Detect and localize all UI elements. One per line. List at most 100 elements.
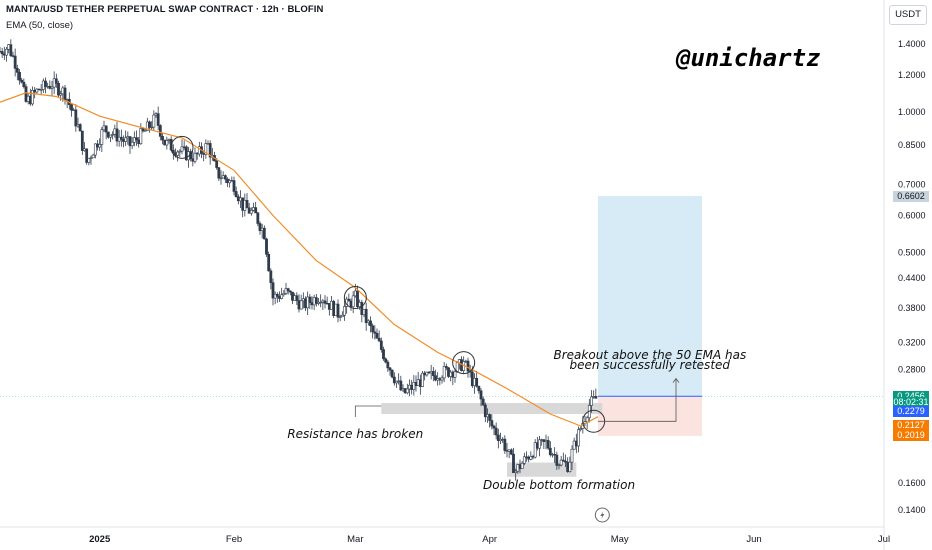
x-tick-label: Jun xyxy=(746,534,761,545)
candle-body xyxy=(15,68,19,73)
chart-annotation: Resistance has broken xyxy=(287,426,424,441)
candle-body xyxy=(388,367,392,371)
candle-body xyxy=(431,371,435,376)
currency-unit-button[interactable]: USDT xyxy=(889,5,927,25)
y-tick-label: 0.8500 xyxy=(898,140,926,150)
candle-body xyxy=(223,175,227,180)
candle-body xyxy=(0,51,4,55)
indicator-legend[interactable]: EMA (50, close) xyxy=(6,20,74,31)
candle-body xyxy=(180,146,184,152)
y-tick-label: 0.4400 xyxy=(898,273,926,283)
y-tick-label: 0.5000 xyxy=(898,247,926,257)
y-tick-label: 0.3200 xyxy=(898,338,926,348)
candle-body xyxy=(91,154,95,159)
bolt-glyph xyxy=(600,511,605,519)
candle-body xyxy=(13,55,17,69)
candle-body xyxy=(152,114,156,128)
price-axis-label: 0.2456 xyxy=(893,390,929,402)
price-axis-label: 08:02:31 xyxy=(893,396,929,408)
candle-body xyxy=(442,366,446,379)
candle-body xyxy=(577,429,580,447)
y-tick-label: 0.1400 xyxy=(898,505,926,515)
candle-body xyxy=(31,89,34,105)
candle-body xyxy=(232,180,236,192)
resistance-arrow xyxy=(354,405,382,418)
candle-body xyxy=(18,72,21,81)
candle-body xyxy=(323,300,327,304)
candle-body xyxy=(440,377,444,381)
candle-body xyxy=(93,143,97,156)
candle-body xyxy=(258,223,262,231)
chart-title: MANTA/USD TETHER PERPETUAL SWAP CONTRACT… xyxy=(6,4,324,15)
candle-body xyxy=(135,137,138,141)
candle-body xyxy=(115,128,119,142)
target-zone xyxy=(598,196,702,397)
candle-body xyxy=(128,136,132,147)
candle-body xyxy=(35,88,39,93)
candle-body xyxy=(308,296,312,303)
author-watermark: @unichartz xyxy=(676,44,821,72)
candle-body xyxy=(59,93,63,96)
resistance-band xyxy=(381,403,603,414)
candle-body xyxy=(150,126,154,129)
candle-body xyxy=(119,136,123,140)
candle-body xyxy=(245,200,249,209)
candle-body xyxy=(477,385,481,392)
candle-body xyxy=(20,79,24,83)
candle-body xyxy=(100,129,104,145)
candle-body xyxy=(24,86,28,102)
candle-body xyxy=(288,290,292,293)
x-tick-label: Mar xyxy=(347,534,363,545)
candle-body xyxy=(377,337,381,342)
highlight-circle xyxy=(343,286,367,310)
candle-body xyxy=(421,372,424,387)
candle-body xyxy=(557,464,561,467)
candle-body xyxy=(585,417,589,423)
candle-body xyxy=(271,282,275,299)
candle-body xyxy=(178,150,182,153)
candle-body xyxy=(392,376,396,384)
candle-body xyxy=(520,462,524,469)
candle-body xyxy=(74,109,78,127)
candle-body xyxy=(215,160,219,168)
candle-body xyxy=(104,125,108,133)
candle-body xyxy=(254,207,258,214)
candle-body xyxy=(249,210,253,214)
candle-body xyxy=(98,144,102,148)
y-tick-label: 0.3800 xyxy=(898,303,926,313)
candle-body xyxy=(453,371,457,378)
candle-body xyxy=(109,134,112,138)
candle-body xyxy=(158,125,162,137)
candle-body xyxy=(217,167,221,179)
candle-body xyxy=(555,454,559,466)
y-tick-label: 1.4000 xyxy=(898,39,926,49)
candle-body xyxy=(483,404,487,418)
candle-body xyxy=(494,427,498,436)
candle-body xyxy=(529,456,533,460)
candle-body xyxy=(546,440,550,449)
candle-body xyxy=(386,361,390,369)
candle-body xyxy=(282,293,286,296)
candle-body xyxy=(466,360,470,372)
y-tick-label: 0.1600 xyxy=(898,478,926,488)
candle-body xyxy=(256,212,260,224)
candle-body xyxy=(219,177,223,180)
candle-body xyxy=(594,396,598,399)
candle-body xyxy=(488,414,492,421)
candle-body xyxy=(204,143,208,155)
chart-annotation: Breakout above the 50 EMA has xyxy=(553,347,747,362)
candle-body xyxy=(44,80,47,87)
candle-body xyxy=(319,301,323,304)
candle-body xyxy=(343,306,346,316)
candle-body xyxy=(208,143,212,158)
candle-body xyxy=(234,191,238,198)
candle-body xyxy=(496,434,500,442)
candle-body xyxy=(336,303,340,318)
x-tick-label: Jul xyxy=(878,534,890,545)
candle-body xyxy=(106,131,110,138)
candle-body xyxy=(295,295,299,301)
candle-body xyxy=(314,297,318,304)
candle-body xyxy=(570,448,574,463)
candle-body xyxy=(590,396,593,406)
